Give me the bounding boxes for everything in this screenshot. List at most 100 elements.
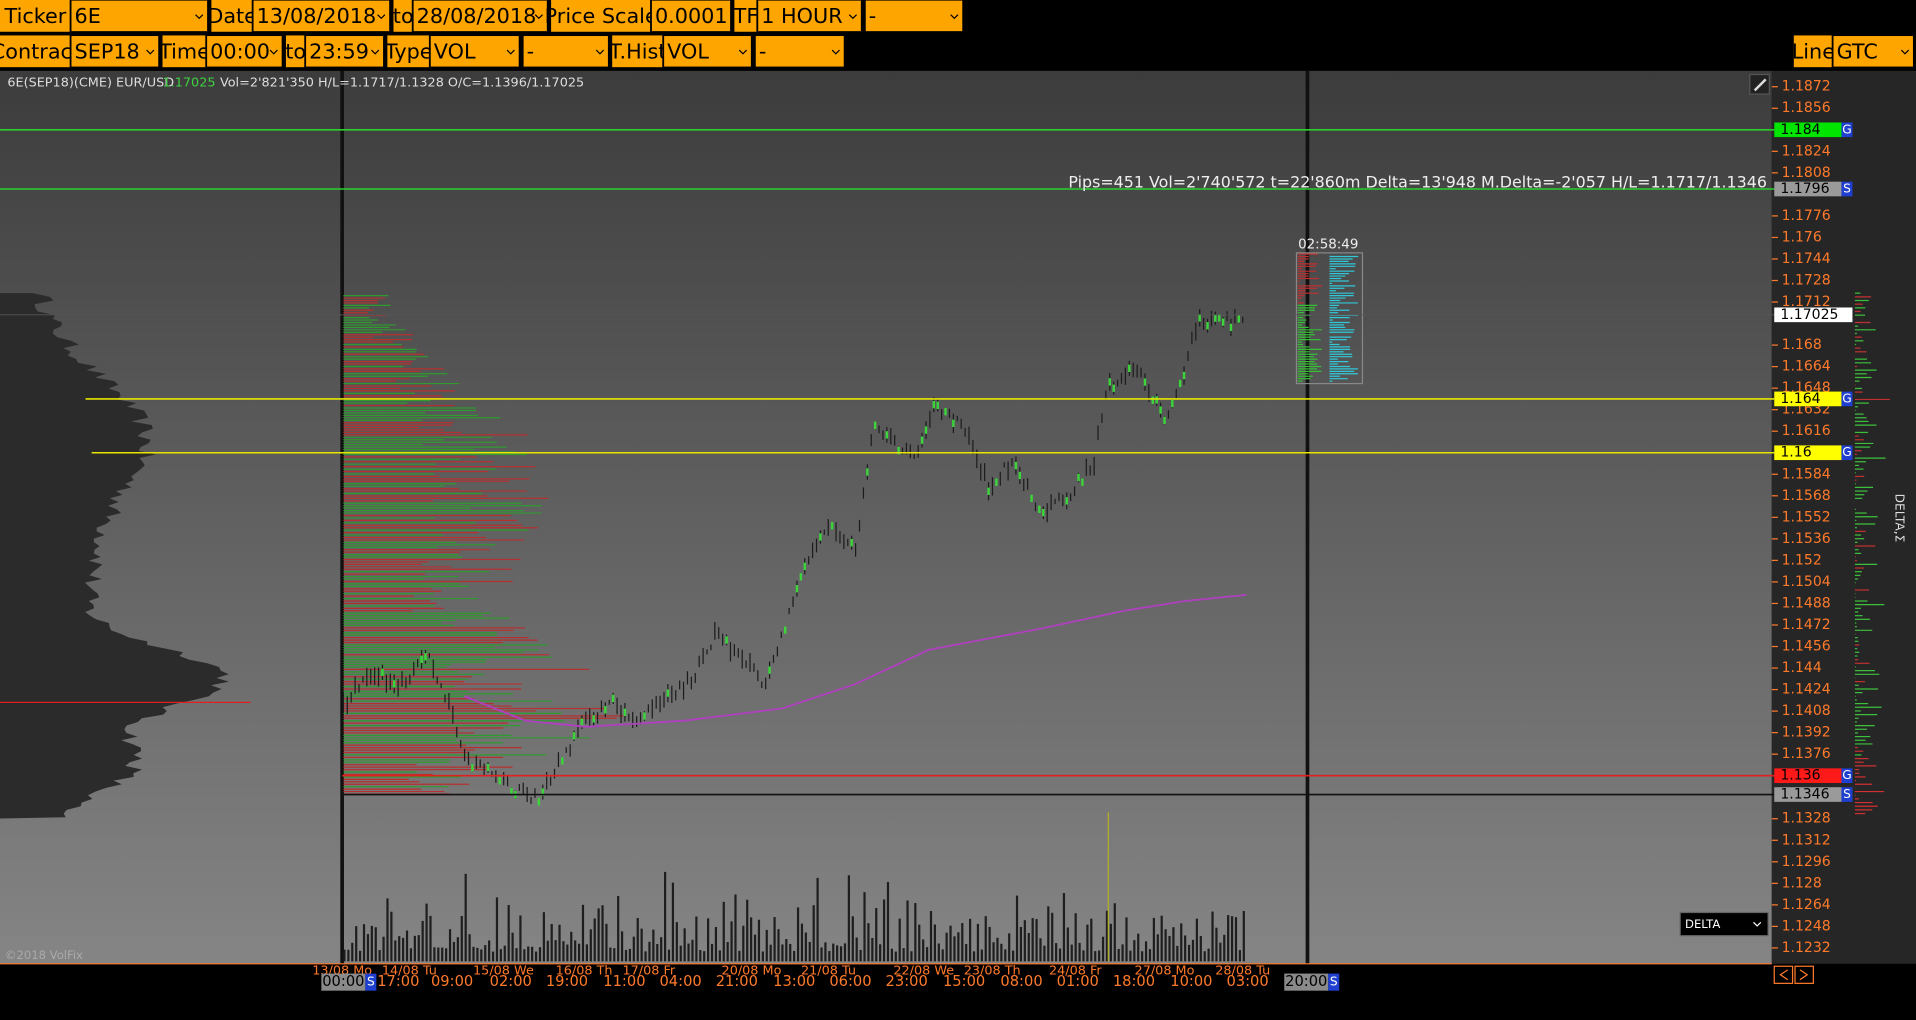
volume-bar: [1051, 912, 1054, 962]
toolbar-field[interactable]: [70, 34, 160, 68]
scroll-buttons[interactable]: [1773, 965, 1814, 984]
volume-bar: [1109, 923, 1112, 962]
volume-bar: [550, 924, 553, 962]
toolbar-field[interactable]: [412, 0, 549, 33]
time-label: 21:00: [716, 973, 758, 990]
toolbar-field[interactable]: [754, 34, 845, 68]
candle-body: [498, 777, 501, 785]
toolbar-field-value[interactable]: SEP18: [75, 40, 140, 64]
toolbar-field[interactable]: [429, 34, 520, 68]
toolbar-field-value[interactable]: 00:00: [210, 40, 270, 64]
dropdown-arrow: [595, 49, 605, 55]
volume-bar: [789, 943, 792, 962]
scroll-left[interactable]: [1773, 965, 1794, 984]
candle-body: [1182, 371, 1186, 380]
level-badge-box: [1841, 391, 1853, 407]
price-tick-label: 1.1472: [1782, 617, 1831, 633]
price-tick-label: 1.1536: [1782, 531, 1831, 547]
candle-body: [592, 715, 595, 723]
volume-bar: [879, 944, 882, 962]
toolbar-field-value[interactable]: 1 HOUR: [761, 4, 842, 28]
toolbar-field-value[interactable]: -: [869, 4, 877, 28]
volume-bar: [871, 938, 874, 962]
left-volume-profile: [0, 293, 229, 819]
toolbar-field[interactable]: [864, 0, 964, 33]
toolbar-field-value[interactable]: VOL: [434, 40, 476, 64]
toolbar-field[interactable]: [1832, 34, 1915, 68]
toolbar-field-value[interactable]: -: [527, 40, 535, 64]
volume-bar: [1184, 935, 1187, 962]
time-label: 18:00: [1113, 973, 1155, 990]
toolbar-label-box: [393, 0, 412, 32]
volume-bar: [652, 929, 655, 962]
candle-body: [1077, 473, 1080, 482]
volume-bar: [585, 944, 588, 962]
toolbar-field-value[interactable]: 13/08/2018: [257, 4, 377, 28]
time-badge-box: [1284, 973, 1329, 991]
toolbar-label-box: [734, 0, 757, 32]
toolbar-field[interactable]: [650, 0, 732, 33]
volume-bar: [601, 905, 604, 962]
candle-body: [866, 468, 869, 476]
toolbar-field[interactable]: [304, 34, 385, 68]
volume-bar: [1113, 903, 1116, 962]
candle-body: [1143, 378, 1147, 386]
volume-bar: [828, 950, 831, 962]
volume-bar: [1004, 949, 1007, 962]
candle-body: [561, 757, 564, 765]
toolbar-field-value[interactable]: -: [759, 40, 767, 64]
candle-body: [873, 421, 877, 429]
volume-bar: [417, 935, 420, 962]
toolbar-label: to: [285, 40, 306, 64]
scroll-right[interactable]: [1794, 965, 1814, 984]
candle-body: [830, 522, 834, 530]
dropdown-arrow: [1900, 49, 1910, 55]
toolbar-field-value[interactable]: 28/08/2018: [417, 4, 537, 28]
volume-bar: [452, 941, 456, 962]
volume-bar: [1187, 944, 1191, 962]
toolbar-field[interactable]: [205, 34, 283, 68]
volume-bar: [957, 932, 960, 962]
volume-bar: [1160, 915, 1163, 962]
volume-bar: [374, 927, 377, 962]
toolbar-field[interactable]: [70, 0, 209, 33]
time-badge: S: [367, 975, 375, 989]
volume-bar: [1090, 918, 1093, 962]
candle-body: [944, 408, 947, 416]
indicator-select-text[interactable]: DELTA: [1685, 917, 1720, 931]
volume-bar: [843, 943, 847, 962]
toolbar-field[interactable]: [522, 34, 610, 68]
toolbar-field[interactable]: [756, 0, 863, 33]
time-label: 17:00: [377, 973, 419, 990]
volume-bar: [1062, 893, 1066, 962]
indicator-select[interactable]: DELTA: [1679, 911, 1769, 937]
toolbar-field-value[interactable]: 6E: [75, 4, 101, 28]
time-badge-tag: [1328, 973, 1340, 991]
toolbar-field[interactable]: [662, 34, 753, 68]
level-badge: G: [1842, 768, 1851, 782]
price-tick-label: 1.1376: [1782, 746, 1831, 762]
volume-bar: [593, 918, 596, 962]
content-layer: Ticker 6E Date 13/08/2018 to 28/08/2018 Price …: [0, 0, 1915, 991]
volume-bar: [1082, 950, 1085, 962]
toolbar-field-value[interactable]: 0.0001: [655, 4, 728, 28]
volume-bar: [534, 951, 538, 962]
time-label: 06:00: [829, 973, 871, 990]
time-label: 08:00: [1000, 973, 1042, 990]
candle-body: [1171, 399, 1174, 408]
volume-bar: [707, 918, 710, 962]
toolbar-field-value[interactable]: 23:59: [309, 40, 369, 64]
volume-bar: [839, 946, 843, 962]
edit-button[interactable]: [1749, 73, 1770, 95]
candle-body: [1014, 461, 1018, 470]
toolbar-field[interactable]: [252, 0, 391, 33]
toolbar-field-value[interactable]: GTC: [1837, 40, 1878, 64]
candle-body: [1081, 478, 1084, 486]
dropdown-arrow: [534, 14, 543, 20]
volume-bar: [347, 949, 350, 962]
candle-body: [1178, 379, 1182, 388]
indicator-select-box[interactable]: [1679, 911, 1769, 937]
toolbar-label: Line: [1792, 40, 1835, 64]
toolbar-field-value[interactable]: VOL: [667, 40, 709, 64]
